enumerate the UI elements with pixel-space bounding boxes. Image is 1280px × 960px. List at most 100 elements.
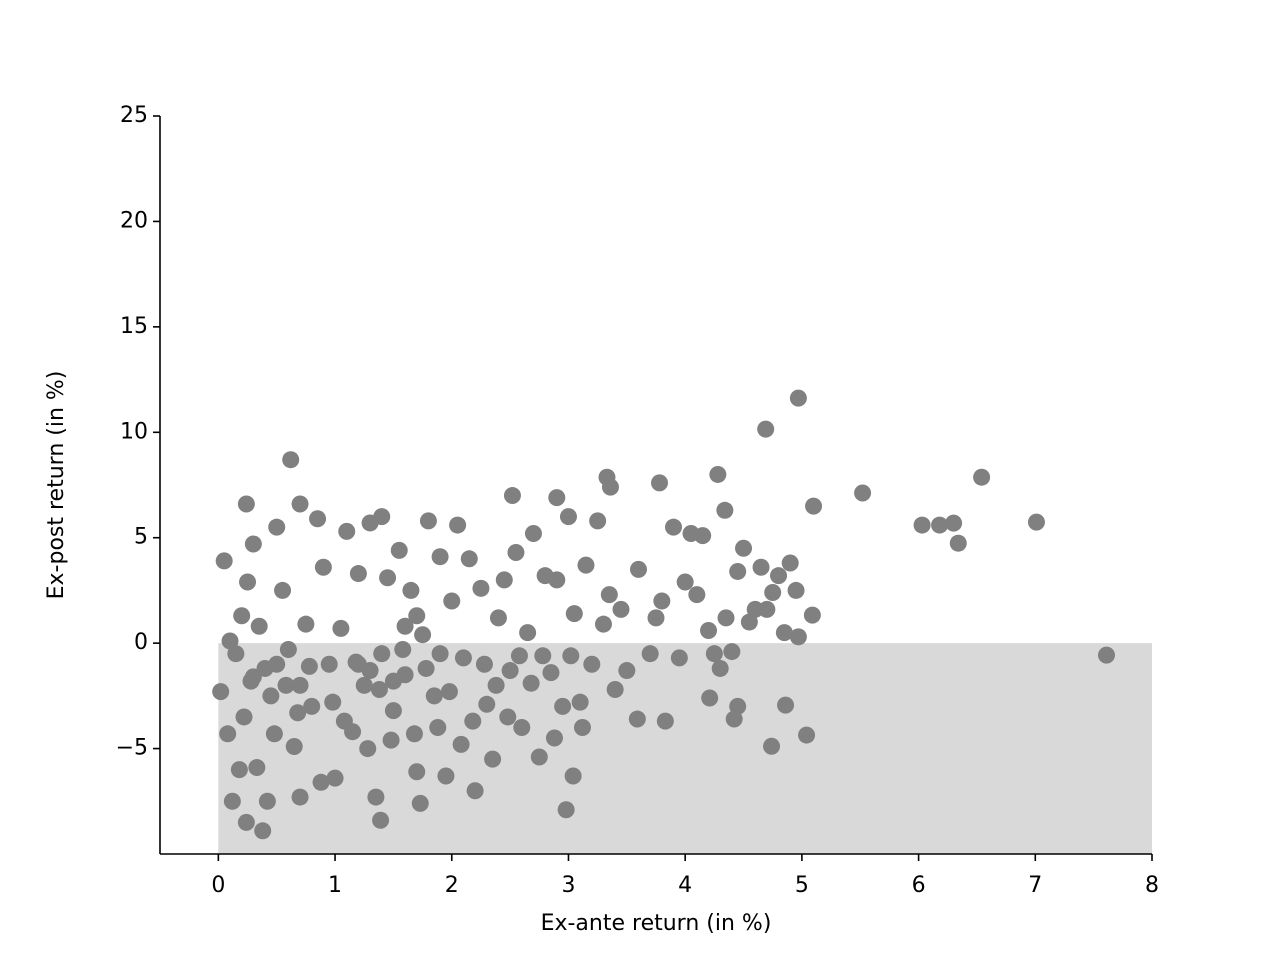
point — [548, 489, 566, 507]
point — [757, 420, 775, 438]
point — [670, 649, 688, 667]
y-tick-label: −5 — [116, 736, 148, 761]
point — [777, 696, 795, 714]
point — [326, 769, 344, 787]
point — [735, 539, 753, 557]
point — [542, 664, 560, 682]
point — [1097, 646, 1115, 664]
point — [349, 655, 367, 673]
point — [425, 687, 443, 705]
point — [244, 668, 262, 686]
point — [268, 518, 286, 536]
point — [589, 512, 607, 530]
point — [235, 708, 253, 726]
point — [641, 645, 659, 663]
point — [338, 522, 356, 540]
x-tick-label: 7 — [1028, 873, 1042, 898]
y-tick-label: 20 — [120, 208, 148, 233]
point — [332, 619, 350, 637]
point — [359, 740, 377, 758]
point — [297, 615, 315, 633]
point — [725, 710, 743, 728]
point — [507, 543, 525, 561]
point — [487, 676, 505, 694]
point — [577, 556, 595, 574]
point — [565, 605, 583, 623]
point — [372, 811, 390, 829]
point — [573, 718, 591, 736]
point — [700, 621, 718, 639]
point — [740, 613, 758, 631]
y-tick-label: 5 — [134, 525, 148, 550]
point — [437, 767, 455, 785]
point — [606, 681, 624, 699]
point — [495, 571, 513, 589]
point — [701, 689, 719, 707]
point — [522, 674, 540, 692]
point — [764, 584, 782, 602]
point — [559, 508, 577, 526]
point — [545, 729, 563, 747]
point — [443, 592, 461, 610]
point — [534, 647, 552, 665]
point — [789, 628, 807, 646]
y-tick-label: 0 — [134, 630, 148, 655]
point — [303, 697, 321, 715]
point — [805, 497, 823, 515]
y-tick-label: 15 — [120, 314, 148, 339]
point — [454, 649, 472, 667]
point — [373, 645, 391, 663]
point — [612, 600, 630, 618]
point — [250, 617, 268, 635]
point — [233, 607, 251, 625]
point — [373, 508, 391, 526]
point — [408, 607, 426, 625]
point — [513, 718, 531, 736]
point — [262, 687, 280, 705]
point — [758, 600, 776, 618]
point — [763, 737, 781, 755]
point — [289, 704, 307, 722]
x-axis-label: Ex-ante return (in %) — [541, 911, 772, 936]
point — [787, 581, 805, 599]
point — [411, 794, 429, 812]
point — [554, 697, 572, 715]
point — [212, 683, 230, 701]
point — [676, 573, 694, 591]
point — [656, 712, 674, 730]
point — [460, 550, 478, 568]
point — [583, 655, 601, 673]
point — [854, 484, 872, 502]
point — [711, 659, 729, 677]
x-tick-label: 8 — [1145, 873, 1159, 898]
x-tick-label: 6 — [912, 873, 926, 898]
point — [694, 527, 712, 545]
point — [478, 695, 496, 713]
point — [215, 552, 233, 570]
point — [651, 474, 669, 492]
point — [548, 571, 566, 589]
point — [254, 822, 272, 840]
point — [484, 750, 502, 768]
shaded-region — [218, 643, 1153, 854]
point — [449, 516, 467, 534]
point — [949, 534, 967, 552]
point — [258, 792, 276, 810]
point — [300, 657, 318, 675]
point — [688, 586, 706, 604]
point — [440, 683, 458, 701]
point — [501, 662, 519, 680]
point — [324, 693, 342, 711]
point — [571, 693, 589, 711]
point — [562, 647, 580, 665]
point — [355, 676, 373, 694]
x-tick-label: 5 — [795, 873, 809, 898]
point — [503, 487, 521, 505]
point — [408, 763, 426, 781]
point — [431, 645, 449, 663]
point — [405, 725, 423, 743]
point — [349, 565, 367, 583]
point — [279, 640, 297, 658]
point — [431, 548, 449, 566]
